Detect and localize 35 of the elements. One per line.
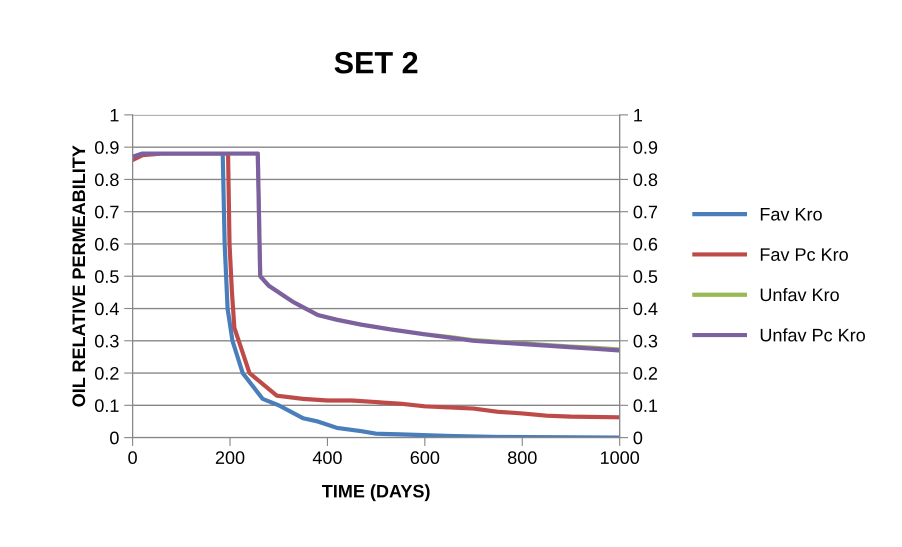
- legend-label: Unfav Pc Kro: [760, 328, 865, 342]
- y-tick-label: 1: [110, 108, 119, 122]
- y-tick-label: 0: [110, 432, 119, 444]
- y-tick-label: 0.5: [95, 270, 119, 283]
- y2-tick-label: 0.6: [634, 238, 658, 251]
- y2-tick-label: 0.5: [634, 270, 658, 283]
- legend-label: Fav Kro: [760, 208, 822, 221]
- chart-title: SET 2: [334, 52, 418, 74]
- y-tick-label: 0.7: [95, 206, 118, 218]
- y-tick-label: 0.3: [95, 334, 119, 348]
- legend-label: Fav Pc Kro: [760, 248, 848, 261]
- x-tick-label: 0: [128, 451, 137, 464]
- y-tick-label: 0.4: [95, 302, 119, 316]
- y2-tick-label: 0.4: [634, 302, 658, 316]
- x-tick-label: 1000: [600, 451, 640, 464]
- y-tick-label: 0.6: [95, 238, 119, 251]
- y-tick-label: 0.8: [95, 173, 119, 186]
- y2-tick-label: 0.8: [634, 173, 658, 186]
- y-axis-title: OIL RELATIVE PERMEABILITY: [72, 145, 86, 407]
- y2-tick-label: 0.3: [634, 334, 658, 348]
- y2-tick-label: 0.2: [634, 366, 658, 380]
- x-tick-label: 800: [508, 451, 537, 464]
- x-axis-title: TIME (DAYS): [322, 484, 430, 502]
- y-tick-label: 0.1: [95, 399, 119, 412]
- legend-label: Unfav Kro: [760, 288, 839, 302]
- y-tick-label: 0.2: [95, 366, 118, 380]
- y2-tick-label: 0.9: [634, 141, 658, 154]
- y2-tick-label: 0.7: [634, 206, 658, 218]
- x-tick-label: 400: [312, 451, 342, 464]
- y2-tick-label: 0: [634, 432, 642, 444]
- x-tick-label: 600: [410, 451, 440, 464]
- x-tick-label: 200: [216, 451, 244, 464]
- y2-tick-label: 0.1: [634, 399, 658, 412]
- y-tick-label: 0.9: [95, 141, 119, 154]
- y2-tick-label: 1: [634, 108, 642, 122]
